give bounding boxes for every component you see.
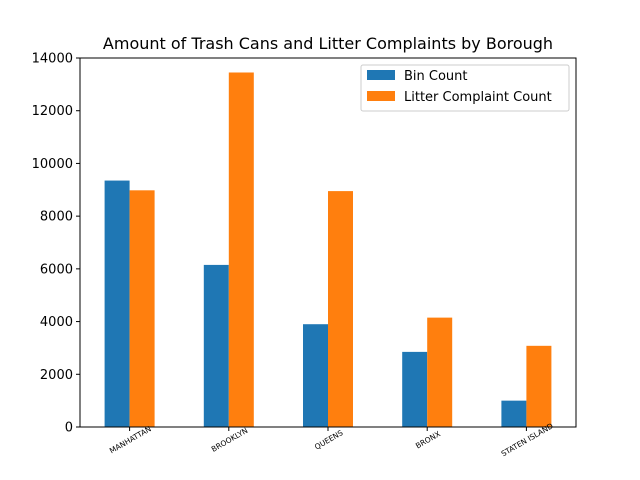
bar-litter-complaint-count-brooklyn bbox=[228, 72, 254, 427]
legend-label: Litter Complaint Count bbox=[404, 90, 552, 105]
y-tick-label: 14000 bbox=[32, 52, 73, 67]
y-tick-label: 2000 bbox=[40, 368, 73, 383]
bar-litter-complaint-count-queens bbox=[328, 191, 353, 427]
bar-litter-complaint-count-manhattan bbox=[129, 190, 155, 427]
legend-box bbox=[360, 64, 570, 112]
x-tick-label: BROOKLYN bbox=[210, 426, 250, 454]
bar-bin-count-brooklyn bbox=[203, 264, 229, 427]
plot-frame bbox=[79, 57, 577, 428]
x-tick-label: QUEENS bbox=[313, 428, 345, 452]
y-tick-label: 6000 bbox=[40, 262, 73, 277]
x-tick-label: MANHATTAN bbox=[108, 424, 153, 455]
y-tick-label: 4000 bbox=[40, 315, 73, 330]
bar-litter-complaint-count-bronx bbox=[427, 317, 453, 427]
legend-swatch-litter-complaint-count bbox=[367, 91, 395, 101]
y-axis: 0 2000 4000 6000 8000 10000 12000 14000 bbox=[32, 52, 80, 436]
y-tick-label: 12000 bbox=[32, 104, 73, 119]
bars-group bbox=[104, 72, 552, 427]
chart-title: Amount of Trash Cans and Litter Complain… bbox=[103, 34, 553, 53]
x-tick-label: BRONX bbox=[414, 429, 442, 450]
y-tick-label: 8000 bbox=[40, 210, 73, 225]
legend: Bin Count Litter Complaint Count bbox=[360, 64, 570, 112]
y-tick-label: 0 bbox=[65, 421, 73, 436]
bar-bin-count-staten-island bbox=[501, 400, 527, 427]
bar-bin-count-manhattan bbox=[104, 180, 130, 427]
y-tick-label: 10000 bbox=[32, 157, 73, 172]
bar-bin-count-bronx bbox=[402, 351, 428, 427]
legend-swatch-bin-count bbox=[367, 70, 395, 80]
bar-bin-count-queens bbox=[303, 324, 328, 427]
legend-label: Bin Count bbox=[404, 69, 468, 84]
bar-litter-complaint-count-staten-island bbox=[526, 345, 552, 427]
